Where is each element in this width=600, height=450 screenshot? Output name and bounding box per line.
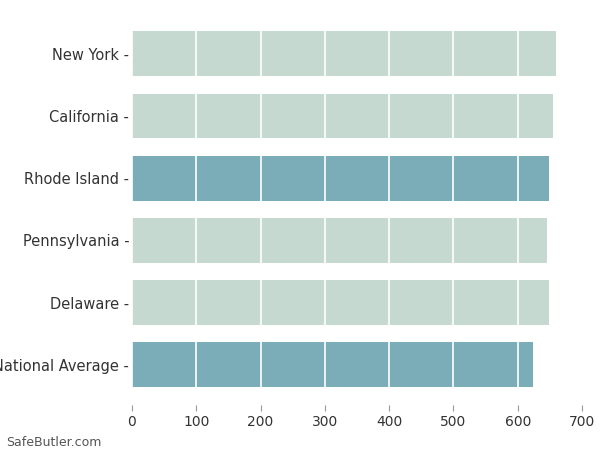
Bar (132, 94, 553, 138)
Bar (132, 342, 533, 387)
Bar (132, 156, 548, 201)
Bar (132, 280, 548, 325)
Text: SafeButler.com: SafeButler.com (6, 436, 101, 449)
Bar (132, 32, 556, 76)
Bar (132, 218, 547, 263)
